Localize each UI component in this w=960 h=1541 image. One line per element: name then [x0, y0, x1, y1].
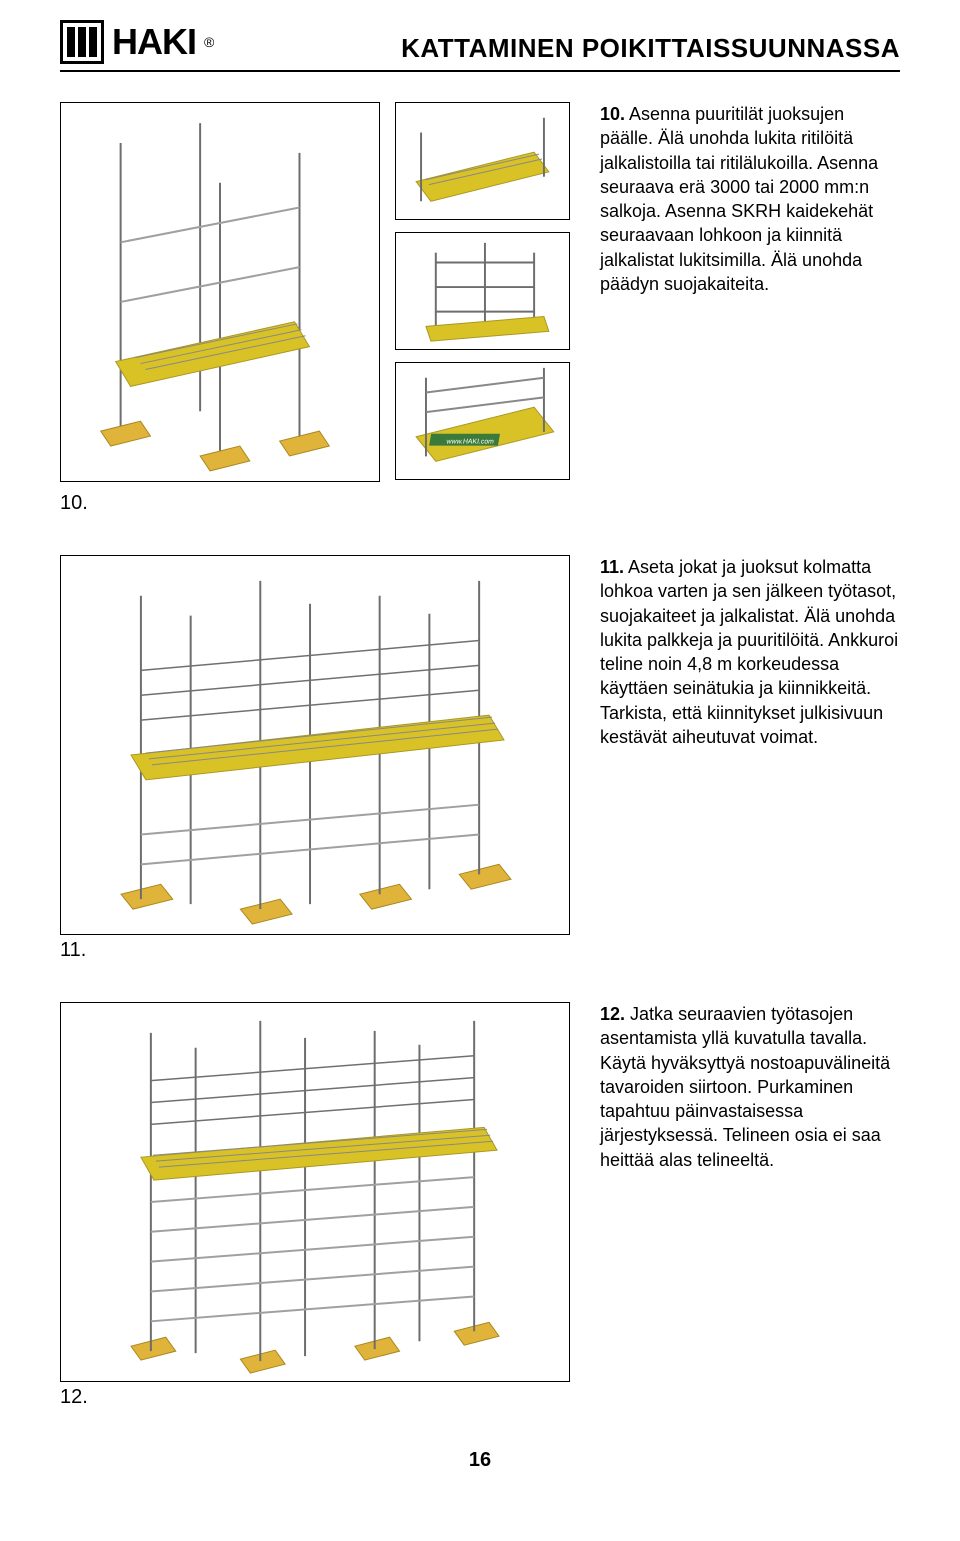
step-12-body: Jatka seuraavien työtasojen asentamista …: [600, 1004, 890, 1170]
figure-10-detail-2: [395, 232, 570, 350]
step-11-number: 11.: [600, 557, 624, 577]
page-number: 16: [60, 1449, 900, 1472]
step-12-row: 12. Jatka seuraavien työtasojen asentami…: [60, 1002, 900, 1382]
brand-name: HAKI: [112, 21, 196, 63]
step-10-figures: www.HAKI.com: [60, 102, 570, 482]
figure-10-caption: 10.: [60, 492, 900, 515]
step-12-text: 12. Jatka seuraavien työtasojen asentami…: [600, 1002, 900, 1172]
step-12-number: 12.: [600, 1004, 625, 1024]
step-10-detail-column: www.HAKI.com: [395, 102, 570, 482]
step-10-text: 10. Asenna puuritilät juoksujen päälle. …: [600, 102, 900, 296]
figure-10-main: [60, 102, 380, 482]
page-title: KATTAMINEN POIKITTAISSUUNNASSA: [401, 33, 900, 64]
step-10-number: 10.: [600, 104, 625, 124]
svg-text:www.HAKI.com: www.HAKI.com: [445, 439, 495, 446]
figure-10-detail-1: [395, 102, 570, 220]
step-10-row: www.HAKI.com 10. Asenna puuritilät juoks…: [60, 102, 900, 482]
scaffold-12-icon: [61, 1003, 569, 1381]
page-header: HAKI ® KATTAMINEN POIKITTAISSUUNNASSA: [60, 20, 900, 72]
figure-11: [60, 555, 570, 935]
scaffold-illustration-icon: [61, 103, 379, 481]
page: HAKI ® KATTAMINEN POIKITTAISSUUNNASSA: [0, 0, 960, 1512]
figure-10-detail-3: www.HAKI.com: [395, 362, 570, 480]
registered-mark: ®: [204, 34, 214, 50]
figure-12-caption: 12.: [60, 1386, 900, 1409]
detail-guardrail-icon: [396, 233, 569, 349]
scaffold-11-icon: [61, 556, 569, 934]
step-10-body: Asenna puuritilät juoksujen päälle. Älä …: [600, 104, 878, 294]
detail-platform-icon: [396, 103, 569, 219]
figure-12: [60, 1002, 570, 1382]
figure-11-caption: 11.: [60, 939, 900, 962]
step-11-body: Aseta jokat ja juoksut kolmatta lohkoa v…: [600, 557, 898, 747]
step-11-text: 11. Aseta jokat ja juoksut kolmatta lohk…: [600, 555, 900, 749]
step-11-row: 11. Aseta jokat ja juoksut kolmatta lohk…: [60, 555, 900, 935]
detail-base-icon: www.HAKI.com: [396, 363, 569, 479]
logo-mark-icon: [60, 20, 104, 64]
brand-logo: HAKI ®: [60, 20, 214, 64]
